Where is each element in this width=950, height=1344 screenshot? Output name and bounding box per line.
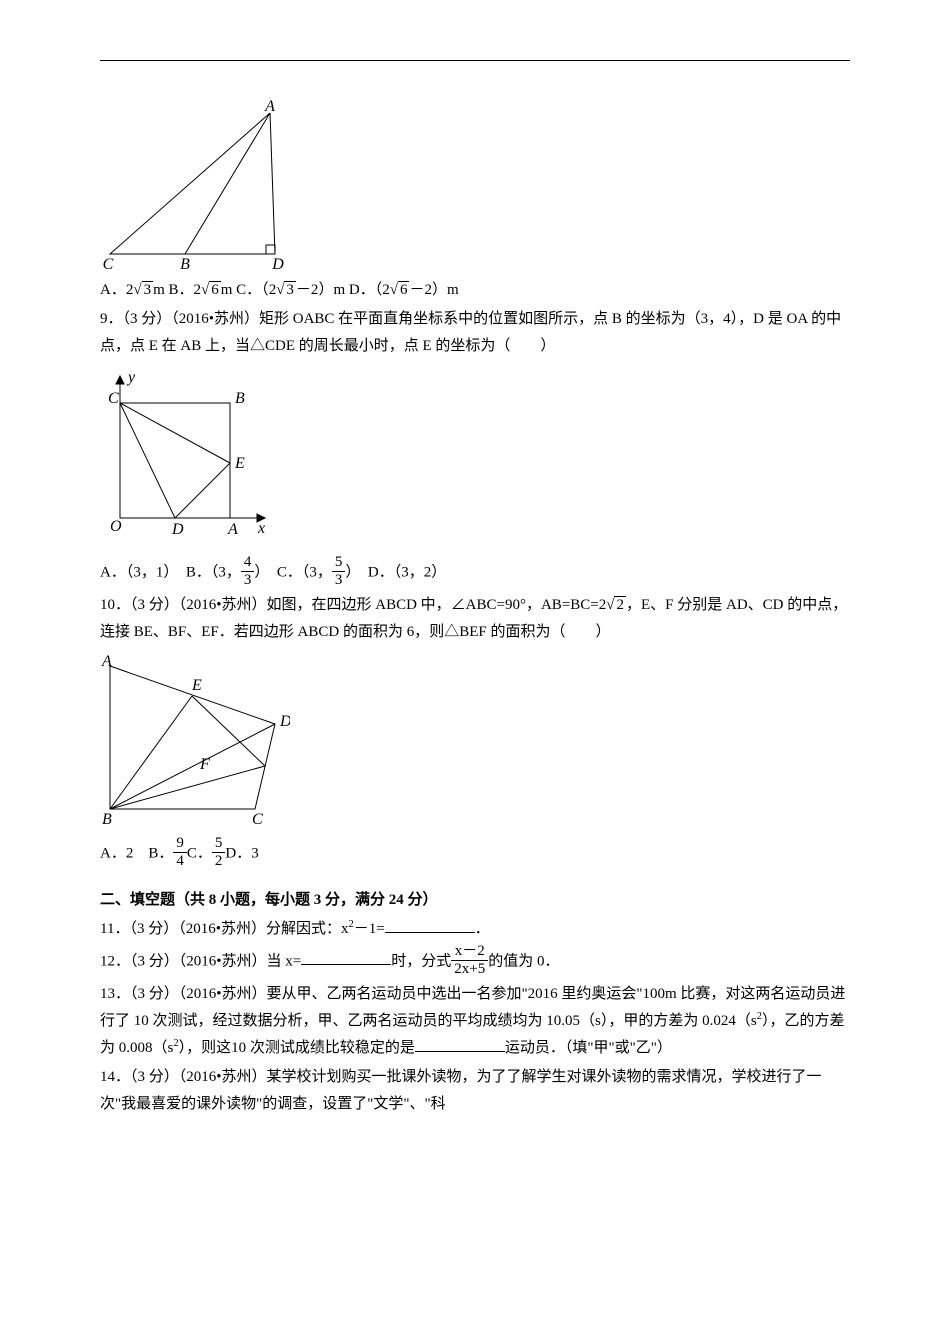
q8-options: A．23m B．26m C．（23－2）m D．（26－2）m — [100, 277, 850, 304]
q8-figure: A B C D — [100, 99, 850, 269]
svg-text:C: C — [108, 390, 119, 407]
svg-text:A: A — [101, 654, 112, 670]
q10-figure: A B C D E F — [100, 654, 850, 829]
q9-text: 9．（3 分）（2016•苏州）矩形 OABC 在平面直角坐标系中的位置如图所示… — [100, 306, 850, 360]
q8-opt-d-suffix: ）m — [432, 282, 459, 298]
q8-opt-a-prefix: A． — [100, 282, 126, 298]
q10-text: 10．（3 分）（2016•苏州）如图，在四边形 ABCD 中，∠ABC=90°… — [100, 592, 850, 646]
svg-text:D: D — [279, 713, 290, 730]
q13-blank — [415, 1036, 505, 1052]
q8-opt-d-prefix: D．（ — [349, 282, 382, 298]
svg-text:E: E — [191, 677, 202, 694]
q8-opt-b-prefix: B． — [169, 282, 194, 298]
q10-options: A．2 B．94C．52D．3 — [100, 837, 850, 871]
q9-options: A．（3，1） B．（3，43） C．（3，53） D．（3，2） — [100, 556, 850, 590]
q11-blank — [385, 917, 475, 933]
svg-text:B: B — [102, 811, 112, 828]
q9-opt-c-suffix: ） D．（3，2） — [345, 564, 446, 580]
section2-title: 二、填空题（共 8 小题，每小题 3 分，满分 24 分） — [100, 887, 850, 914]
svg-text:D: D — [271, 256, 284, 269]
svg-text:A: A — [227, 521, 238, 538]
svg-text:O: O — [110, 518, 122, 535]
q9-opt-b-suffix: ） C．（3， — [254, 564, 332, 580]
svg-text:x: x — [257, 520, 265, 537]
svg-text:B: B — [235, 390, 245, 407]
q12-blank — [301, 949, 391, 965]
svg-text:y: y — [126, 369, 136, 386]
q13: 13．（3 分）（2016•苏州）要从甲、乙两名运动员中选出一名参加"2016 … — [100, 981, 850, 1062]
q9-opt-a: A．（3，1） B．（3， — [100, 564, 241, 580]
svg-text:A: A — [264, 99, 275, 115]
q9-figure: O A B C D E y x — [100, 368, 850, 548]
svg-text:C: C — [252, 811, 263, 828]
svg-text:D: D — [171, 521, 184, 538]
q14: 14．（3 分）（2016•苏州）某学校计划购买一批课外读物，为了了解学生对课外… — [100, 1064, 850, 1118]
q12: 12．（3 分）（2016•苏州）当 x=时，分式x－22x+5的值为 0． — [100, 945, 850, 979]
q8-opt-c-prefix: C．（ — [236, 282, 269, 298]
q8-opt-c-suffix: ）m — [318, 282, 345, 298]
svg-text:E: E — [234, 455, 245, 472]
svg-text:B: B — [180, 256, 190, 269]
q11: 11．（3 分）（2016•苏州）分解因式：x2－1=． — [100, 916, 850, 943]
svg-text:F: F — [199, 756, 210, 773]
svg-text:C: C — [103, 256, 114, 269]
